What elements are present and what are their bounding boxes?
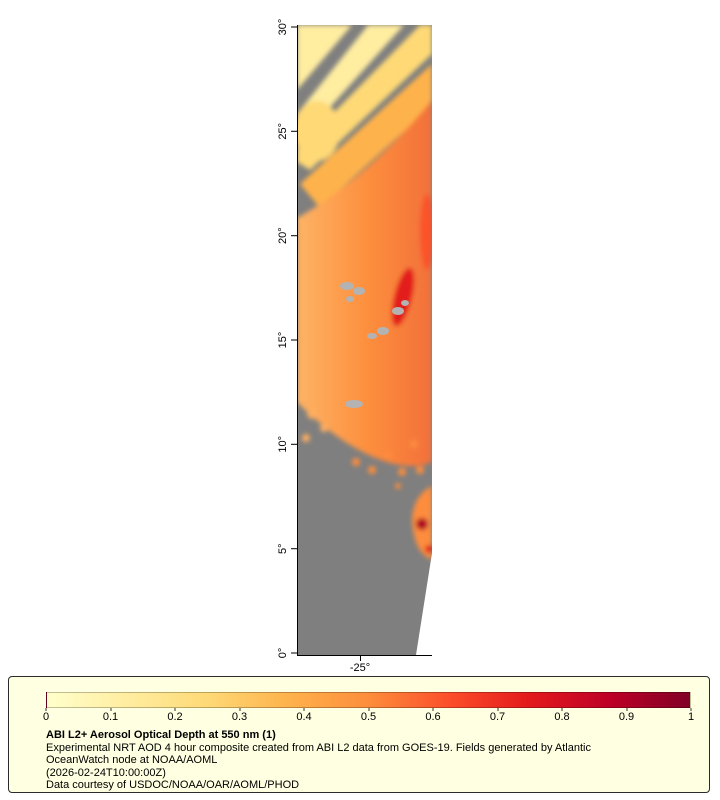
colorbar-tick-mark — [303, 708, 305, 711]
colorbar-tick-label: 0.7 — [489, 711, 506, 723]
colorbar-tick-label: 1 — [687, 711, 695, 723]
caption-line: (2026-02-24T10:00:00Z) — [46, 766, 166, 779]
y-axis-tick-label: 5° — [277, 543, 289, 554]
colorbar-tick-label: 0.2 — [167, 711, 183, 723]
caption-line: OceanWatch node at NOAA/AOML — [46, 754, 218, 766]
aod-map: 30° 25° 20° 15° 10° 5° 0° -25° — [277, 19, 432, 674]
y-axis-tick-label: 0° — [277, 648, 289, 659]
colorbar-tick-mark — [690, 708, 692, 711]
dust-plume — [297, 25, 432, 560]
cape-verde-islands — [340, 282, 409, 408]
y-axis-tick-label: 10° — [277, 436, 289, 453]
colorbar-tick-label: 0 — [42, 711, 50, 723]
colorbar-tick-label: 0.3 — [231, 711, 248, 723]
colorbar-ticks: 0 0.1 0.2 0.3 0.4 0.5 0.6 0.7 0.8 0.9 1 — [42, 708, 695, 726]
caption-title: ABI L2+ Aerosol Optical Depth at 550 nm … — [46, 729, 276, 741]
colorbar-tick-mark — [174, 708, 176, 711]
colorbar-tick-mark — [45, 708, 47, 711]
colorbar-tick-label: 0.9 — [618, 711, 635, 723]
caption-line: Experimental NRT AOD 4 hour composite cr… — [46, 741, 591, 754]
y-axis-tick-label: 30° — [277, 19, 289, 36]
colorbar-tick-mark — [626, 708, 627, 711]
colorbar-tick-mark — [432, 708, 434, 711]
caption-line: Data courtesy of USDOC/NOAA/OAR/AOML/PHO… — [46, 779, 300, 791]
colorbar-tick-mark — [110, 708, 111, 711]
colorbar-tick-label: 0.6 — [425, 711, 441, 723]
y-axis-tick-label: 15° — [277, 332, 289, 349]
caption: ABI L2+ Aerosol Optical Depth at 550 nm … — [46, 729, 697, 792]
colorbar-tick-label: 0.4 — [296, 711, 312, 723]
y-axis-tick-label: 20° — [277, 227, 289, 244]
axes — [291, 25, 432, 661]
colorbar-tick-mark — [561, 708, 563, 711]
y-axis-tick-label: 25° — [277, 123, 289, 140]
colorbar-tick-label: 0.1 — [102, 711, 119, 723]
colorbar-tick-label: 0.5 — [360, 711, 377, 723]
colorbar-tick-mark — [239, 708, 240, 711]
colorbar-tick-label: 0.8 — [554, 711, 570, 723]
colorbar-tick-mark — [368, 708, 369, 711]
y-axis-labels: 30° 25° 20° 15° 10° 5° 0° — [277, 19, 289, 659]
colorbar-gradient — [46, 692, 691, 708]
aod-field — [297, 25, 432, 560]
x-axis-tick-label: -25° — [350, 662, 370, 674]
legend-panel: 0 0.1 0.2 0.3 0.4 0.5 0.6 0.7 0.8 0.9 1 ABI L2+ Ae… — [8, 676, 710, 793]
aod-hotspot — [416, 518, 428, 530]
colorbar-tick-mark — [497, 708, 498, 711]
